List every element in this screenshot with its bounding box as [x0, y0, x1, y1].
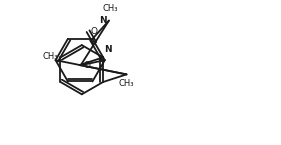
Text: CH₃: CH₃ — [119, 79, 134, 88]
Text: CH₃: CH₃ — [43, 52, 58, 61]
Text: CH₃: CH₃ — [103, 4, 118, 13]
Text: O: O — [83, 61, 90, 70]
Text: N: N — [99, 16, 107, 25]
Text: N: N — [105, 45, 112, 54]
Text: O: O — [91, 27, 98, 36]
